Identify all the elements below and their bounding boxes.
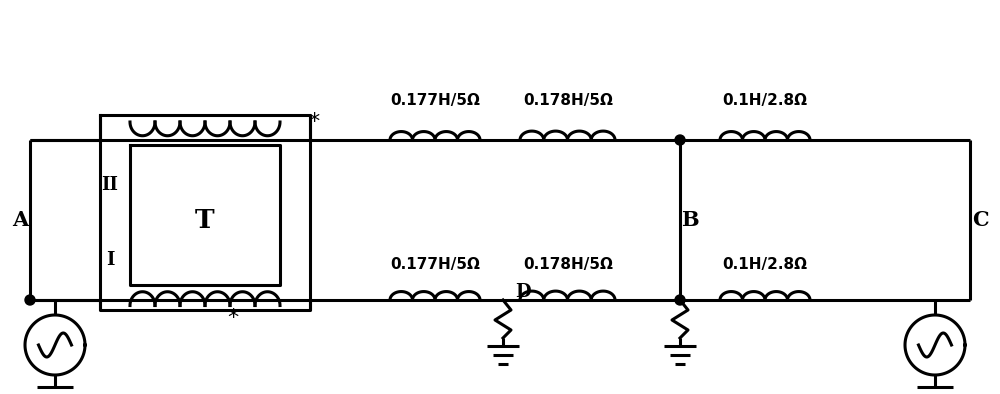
Circle shape	[675, 135, 685, 145]
Text: 0.177H/5Ω: 0.177H/5Ω	[390, 93, 480, 108]
Text: C: C	[972, 210, 988, 230]
Text: 0.177H/5Ω: 0.177H/5Ω	[390, 257, 480, 272]
Text: A: A	[12, 210, 28, 230]
Text: D: D	[515, 283, 531, 301]
Text: 0.178H/5Ω: 0.178H/5Ω	[523, 93, 613, 108]
Text: II: II	[102, 176, 119, 194]
Circle shape	[25, 295, 35, 305]
Text: 0.1H/2.8Ω: 0.1H/2.8Ω	[722, 257, 808, 272]
Text: I: I	[106, 251, 114, 269]
Text: 0.178H/5Ω: 0.178H/5Ω	[523, 257, 613, 272]
Text: B: B	[681, 210, 699, 230]
Text: 0.1H/2.8Ω: 0.1H/2.8Ω	[722, 93, 808, 108]
Text: *: *	[308, 112, 320, 132]
Circle shape	[675, 295, 685, 305]
Text: *: *	[227, 308, 239, 328]
Text: T: T	[195, 208, 215, 232]
